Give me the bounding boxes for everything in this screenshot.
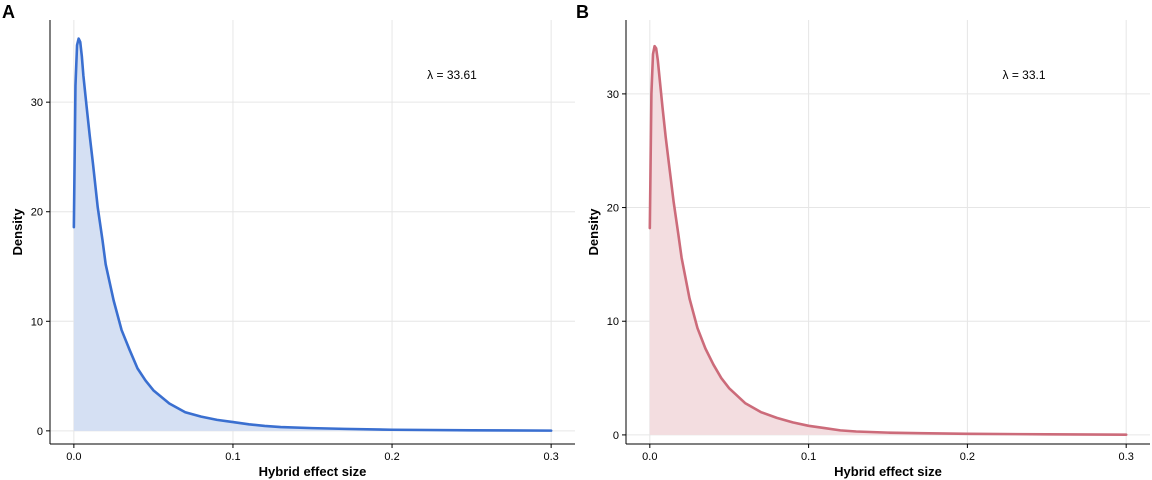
x-tick-label: 0.3 [1119,451,1134,463]
x-tick-label: 0.0 [642,451,657,463]
density-area-fill [649,46,1127,435]
chart-panel-b: 0.0 0.1 0.2 0.3 0 10 20 30 Hybrid effect size Den… [576,2,1150,479]
x-tick-label: 0.1 [225,451,240,463]
y-tick-label: 30 [607,89,619,101]
chart-panel-a: 0.0 0.1 0.2 0.3 0 10 20 30 Hybrid effect size Den… [2,2,575,479]
lambda-annotation: λ = 33.61 [427,68,477,82]
y-tick-label: 10 [31,316,43,328]
y-tick-label: 20 [31,207,43,219]
x-tick-label: 0.0 [66,451,81,463]
y-tick-label: 0 [613,430,619,442]
y-tick-label: 20 [607,203,619,215]
y-tick-label: 10 [607,316,619,328]
panel-letter: A [2,2,15,22]
y-axis-title: Density [586,208,601,256]
y-tick-label: 0 [37,426,43,438]
density-area-fill [73,38,552,431]
lambda-annotation: λ = 33.1 [1002,68,1045,82]
x-tick-label: 0.2 [960,451,975,463]
y-tick-label: 30 [31,97,43,109]
x-tick-label: 0.3 [543,451,558,463]
x-tick-label: 0.1 [801,451,816,463]
y-axis-title: Density [10,208,25,256]
x-tick-label: 0.2 [384,451,399,463]
density-line [72,37,553,432]
x-axis-title: Hybrid effect size [259,464,367,479]
x-axis-title: Hybrid effect size [834,464,942,479]
density-line [648,44,1128,436]
panel-letter: B [576,2,589,22]
